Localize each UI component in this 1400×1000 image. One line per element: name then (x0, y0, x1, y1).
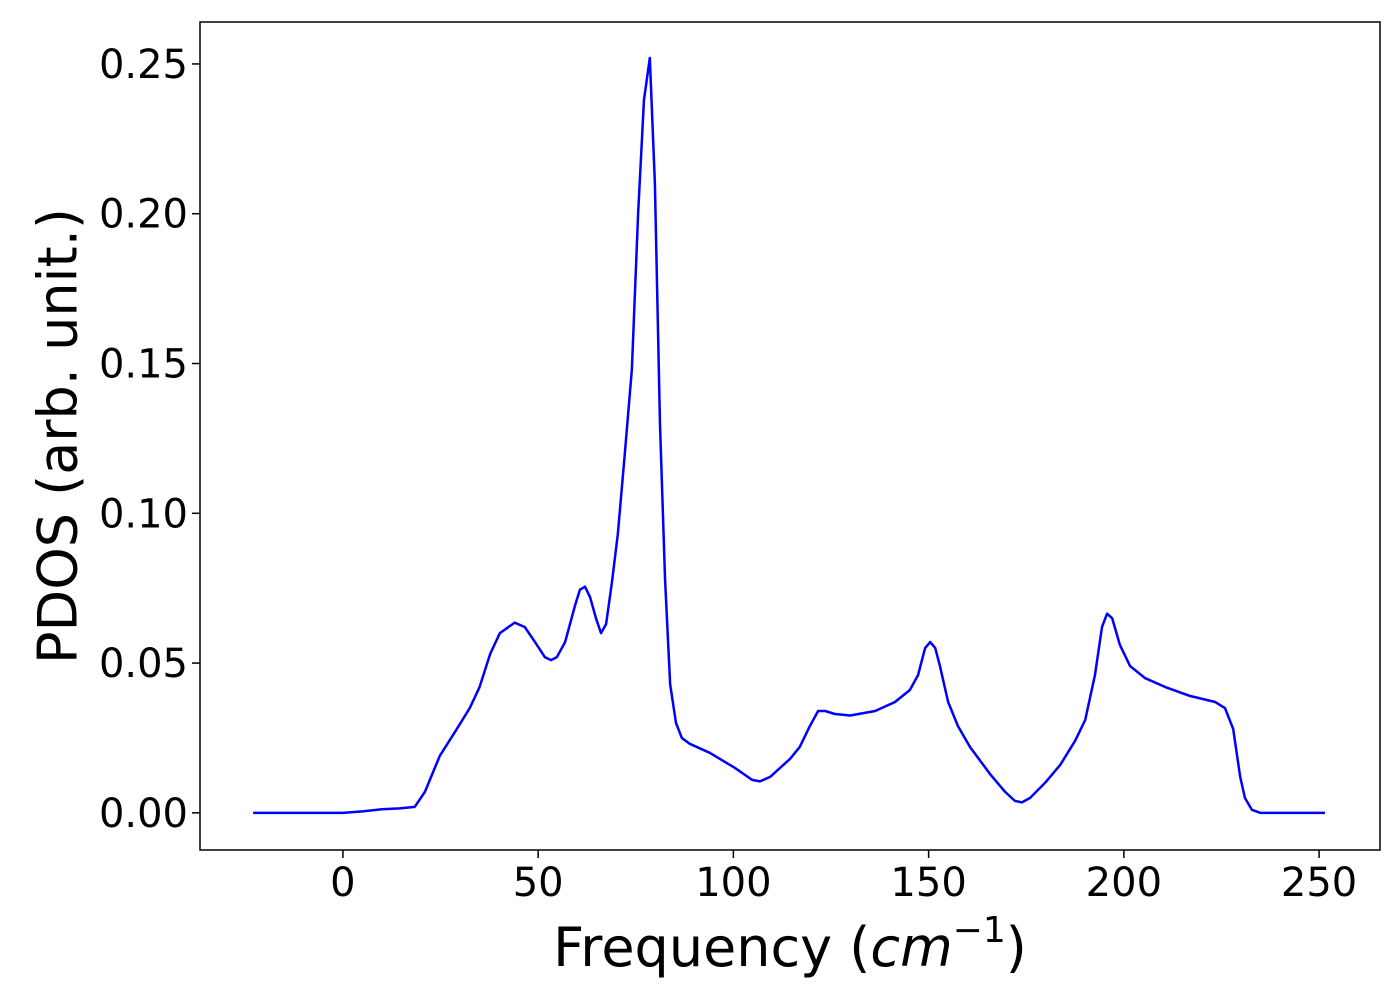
x-label-close: ) (1006, 916, 1027, 979)
x-tick-label: 100 (695, 860, 771, 906)
y-tick-label: 0.05 (99, 641, 188, 687)
y-tick-label: 0.00 (99, 791, 188, 837)
plot-frame (199, 21, 1381, 851)
x-tick-label: 0 (330, 860, 355, 906)
data-line (253, 56, 1325, 815)
x-axis-label: Frequency (cm−1) (553, 910, 1027, 979)
y-tick-label: 0.10 (99, 491, 188, 537)
x-tick-label: 50 (513, 860, 564, 906)
x-label-exponent: −1 (953, 910, 1006, 951)
x-label-math: cm (870, 916, 952, 979)
y-tick-label: 0.20 (99, 192, 188, 238)
x-tick-label: 150 (890, 860, 966, 906)
y-tick-label: 0.25 (99, 42, 188, 88)
x-tick-label: 200 (1086, 860, 1162, 906)
x-label-text: Frequency ( (553, 916, 870, 979)
y-axis-label: PDOS (arb. unit.) (27, 208, 90, 664)
y-tick-label: 0.15 (99, 342, 188, 388)
x-tick-label: 250 (1281, 860, 1357, 906)
